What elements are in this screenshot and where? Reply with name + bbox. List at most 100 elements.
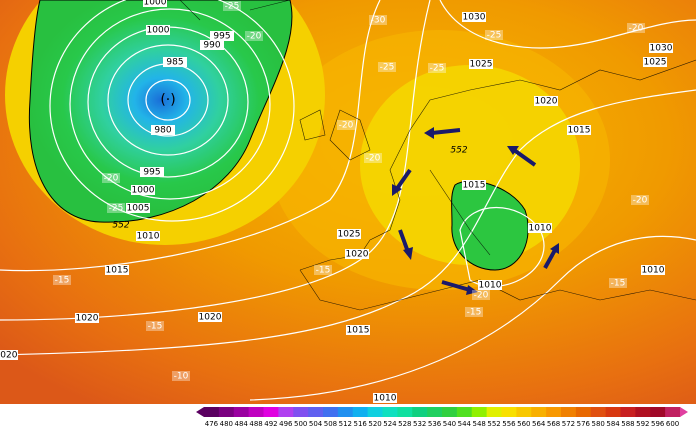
isobar-label-box <box>126 203 150 213</box>
colorbar-swatch <box>516 407 532 417</box>
isobar-label: 1000 <box>147 26 170 36</box>
temperature-label-box <box>631 195 649 205</box>
isobar-label-box <box>469 59 493 69</box>
isobar-label: 1025 <box>338 230 361 240</box>
isobar-label: 1025 <box>470 60 493 70</box>
isobar-label: 1020 <box>535 97 558 107</box>
colorbar-swatch <box>605 407 621 417</box>
isobar-label: 1005 <box>127 204 150 214</box>
colorbar-swatch <box>308 407 324 417</box>
colorbar-swatch <box>382 407 398 417</box>
colorbar-swatch <box>337 407 354 417</box>
colorbar-swatch <box>665 407 681 417</box>
isobar-label-box <box>131 185 155 195</box>
temperature-label: -20 <box>247 32 262 42</box>
isobar-label: 985 <box>166 58 183 68</box>
isobar-label: 995 <box>213 32 230 42</box>
isobar-label-box <box>337 229 361 239</box>
isobars <box>0 0 696 400</box>
isobar-label: 1000 <box>132 186 155 196</box>
temperature-label: -20 <box>474 291 489 301</box>
colorbar-swatch <box>248 407 264 417</box>
temperature-label: -30 <box>371 16 386 26</box>
colorbar-label: 556 <box>502 420 516 428</box>
arrow-heads <box>392 127 559 295</box>
colorbar-swatch <box>367 407 383 417</box>
temperature-label: -25 <box>109 204 124 214</box>
colorbar-label: 480 <box>220 420 233 428</box>
colorbar-swatch <box>323 407 339 417</box>
isobar-label-box <box>528 223 552 233</box>
colorbar-swatch <box>620 407 636 417</box>
temperature-label: -20 <box>339 121 354 131</box>
colorbar-swatch <box>278 407 294 417</box>
colorbar-label: 568 <box>547 420 560 428</box>
colorbar-swatch <box>397 407 413 417</box>
colorbar-swatch <box>561 407 577 417</box>
colorbar-swatch <box>456 407 473 417</box>
temperature-label-box <box>223 1 241 11</box>
isobar-label: 1030 <box>463 13 486 23</box>
temperature-label-box <box>465 307 483 317</box>
colorbar-label: 524 <box>383 420 397 428</box>
isobar-label: 995 <box>143 168 160 178</box>
colorbar-swatch <box>531 407 547 417</box>
isobar-label-box <box>649 43 673 53</box>
temperature-label: -15 <box>148 322 163 332</box>
temperature-label-box <box>609 278 627 288</box>
temperature-label-box <box>428 63 446 73</box>
isobar-label: 1015 <box>463 181 486 191</box>
colorbar-label: 596 <box>651 420 665 428</box>
temperature-label: -25 <box>380 63 395 73</box>
temperature-label-box <box>472 290 490 300</box>
colorbar-swatch <box>442 407 458 417</box>
isobar-label: 1020 <box>76 314 99 324</box>
colorbar-swatch <box>486 407 502 417</box>
temperature-label: -15 <box>55 276 70 286</box>
temperature-label-box <box>369 15 387 25</box>
temperature-label-box <box>364 153 382 163</box>
isobar-label-box <box>534 96 558 106</box>
isobar-label-box <box>105 265 129 275</box>
low-center: (·) <box>160 92 175 108</box>
colorbar-label: 584 <box>606 420 620 428</box>
temperature-label: -15 <box>316 266 331 276</box>
isobar-label-box <box>136 231 160 241</box>
colorbar-label: 512 <box>339 420 352 428</box>
isobar-label-box <box>567 125 591 135</box>
colorbar-swatch <box>590 407 607 417</box>
temperature-label: -20 <box>104 174 119 184</box>
colorbar-label: 516 <box>354 420 368 428</box>
isobar-label-box <box>462 12 486 22</box>
isobar-label-box <box>345 249 369 259</box>
isobar-label-box <box>198 312 222 322</box>
temperature-label-box <box>53 275 71 285</box>
temperature-label: -15 <box>467 308 482 318</box>
colorbar-swatch <box>427 407 443 417</box>
isobar-label-box <box>478 280 502 290</box>
colorbar-swatch <box>293 407 309 417</box>
colorbar-label: 476 <box>205 420 219 428</box>
cutoff-low <box>451 180 529 271</box>
colorbar-swatch <box>263 407 279 417</box>
temperature-label: -20 <box>633 196 648 206</box>
isobar-label-box <box>140 167 164 177</box>
isobar-label-box <box>462 180 486 190</box>
temperature-label-box <box>337 120 355 130</box>
isobar-label: 1000 <box>144 0 167 8</box>
isobar-label: 990 <box>203 41 220 51</box>
isobar-label: 1015 <box>347 326 370 336</box>
temperature-label-box <box>378 62 396 72</box>
colorbar-label: 592 <box>636 420 649 428</box>
colorbar-label: 588 <box>621 420 634 428</box>
colorbar-label: 504 <box>309 420 323 428</box>
isobar-label: 1020 <box>199 313 222 323</box>
colorbar-label: 484 <box>235 420 249 428</box>
colorbar-label: 544 <box>458 420 472 428</box>
isobar-label: 1010 <box>529 224 552 234</box>
colorbar-swatch <box>218 407 235 417</box>
isobar-label: 1025 <box>644 58 667 68</box>
isobar-label-box <box>373 393 397 403</box>
